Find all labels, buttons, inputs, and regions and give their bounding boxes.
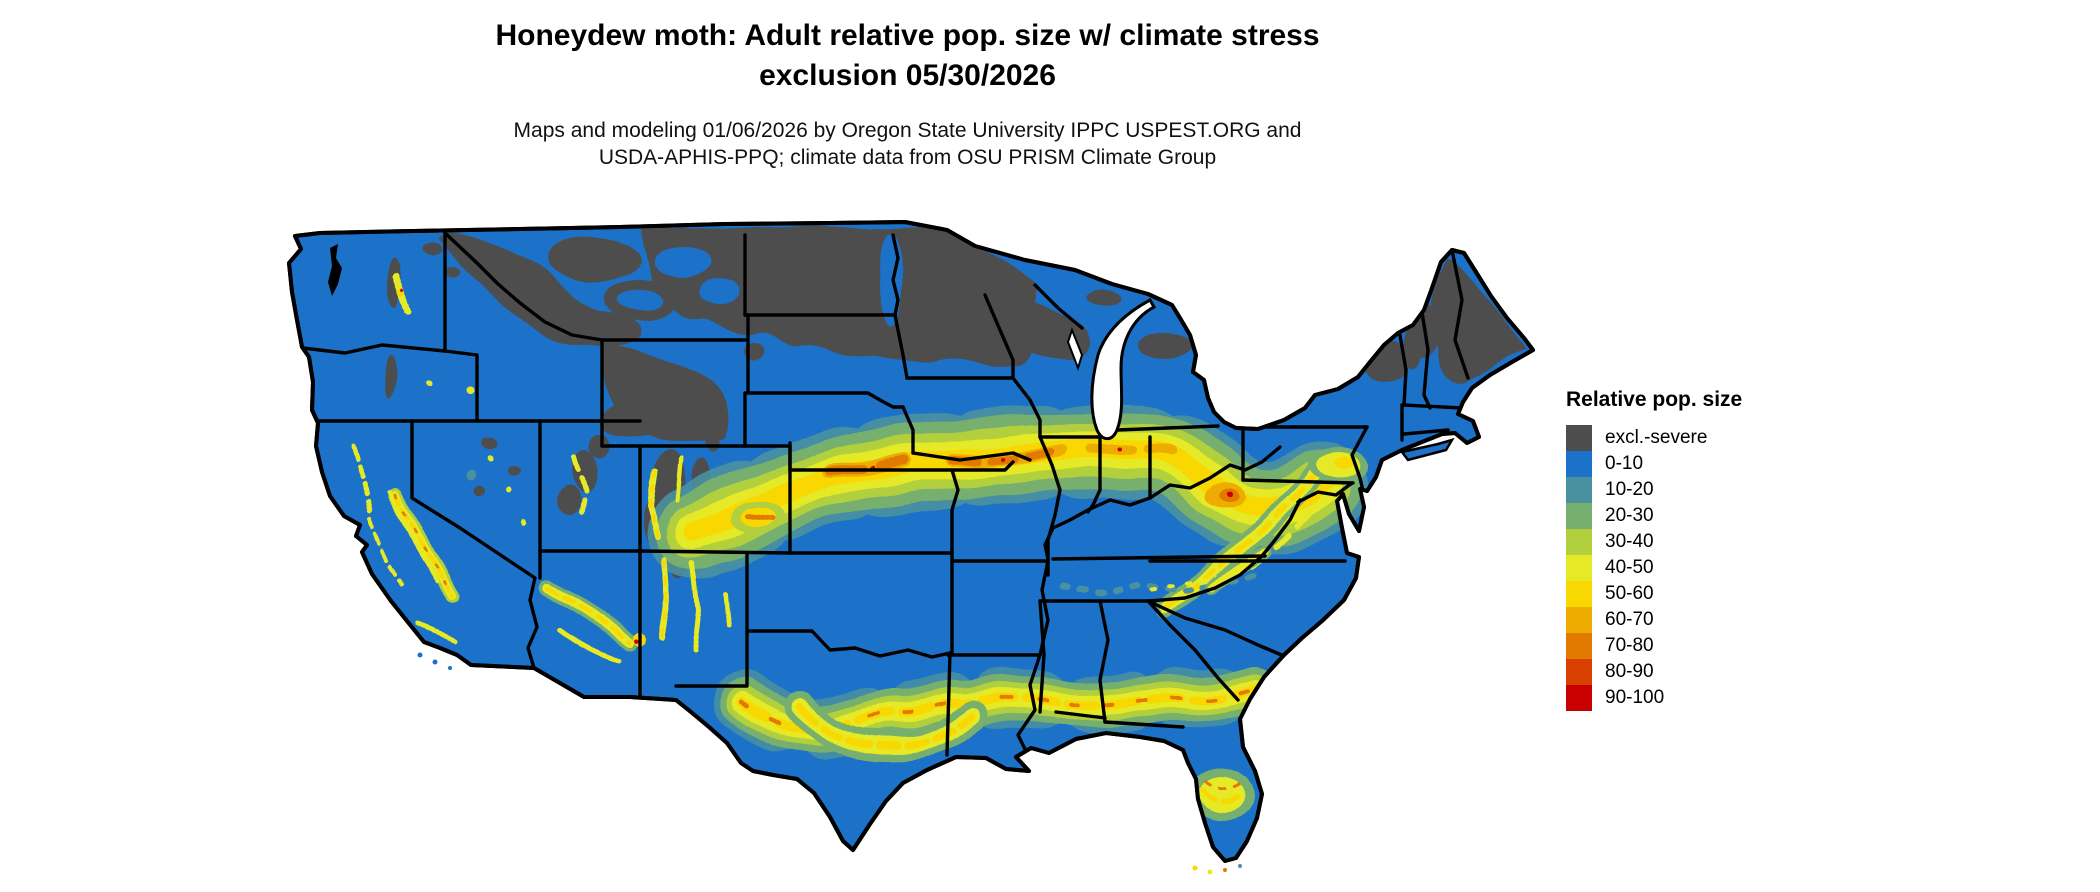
islands [417,652,1242,875]
legend-item-label: 70-80 [1605,635,1654,656]
lake-michigan [1090,297,1157,441]
legend-item: 30-40 [1566,529,1806,555]
subtitle-line-2: USDA-APHIS-PPQ; climate data from OSU PR… [598,146,1217,170]
legend-item: 90-100 [1566,685,1806,711]
legend-item: 10-20 [1566,477,1806,503]
subtitle: Maps and modeling 01/06/2026 by Oregon S… [0,117,1815,172]
legend-item: 20-30 [1566,503,1806,529]
legend-item-label: 50-60 [1605,583,1654,604]
legend-swatch [1566,555,1592,581]
legend-swatch [1566,633,1592,659]
legend-item-label: 30-40 [1605,531,1654,552]
legend-item-label: 10-20 [1605,479,1654,500]
legend-item-label: 90-100 [1605,687,1665,708]
legend-item: 50-60 [1566,581,1806,607]
legend-item: 70-80 [1566,633,1806,659]
legend: Relative pop. size excl.-severe 0-10 10-20… [1566,388,1806,711]
state-borders [301,231,1470,757]
legend-swatch [1566,685,1592,711]
legend-swatch [1566,529,1592,555]
legend-swatch [1566,477,1592,503]
page-title: Honeydew moth: Adult relative pop. size … [0,16,1815,95]
legend-item-label: 80-90 [1605,661,1654,682]
subtitle-line-1: Maps and modeling 01/06/2026 by Oregon S… [513,119,1302,143]
legend-item: excl.-severe [1566,425,1806,451]
legend-item-label: 60-70 [1605,609,1654,630]
header: Honeydew moth: Adult relative pop. size … [0,16,1815,172]
long-island [1399,437,1455,462]
legend-swatch [1566,607,1592,633]
legend-swatch [1566,503,1592,529]
legend-swatch [1566,581,1592,607]
legend-swatch [1566,451,1592,477]
legend-item-label: 20-30 [1605,505,1654,526]
legend-item-label: 0-10 [1605,453,1644,474]
legend-item-label: excl.-severe [1605,427,1708,448]
great-lakes [1066,297,1157,441]
legend-item: 0-10 [1566,451,1806,477]
legend-item-label: 40-50 [1605,557,1654,578]
title-line-1: Honeydew moth: Adult relative pop. size … [495,19,1320,52]
legend-item: 80-90 [1566,659,1806,685]
legend-swatch [1566,425,1592,451]
legend-title: Relative pop. size [1566,388,1743,411]
exclusion-severe-layer [384,226,1528,580]
title-line-2: exclusion 05/30/2026 [759,58,1056,92]
legend-swatch [1566,659,1592,685]
legend-item: 60-70 [1566,607,1806,633]
legend-items: excl.-severe 0-10 10-20 20-30 30-40 40-50 50-6… [1566,425,1806,711]
legend-item: 40-50 [1566,555,1806,581]
green-bay [1066,327,1084,372]
puget-sound [328,244,342,296]
